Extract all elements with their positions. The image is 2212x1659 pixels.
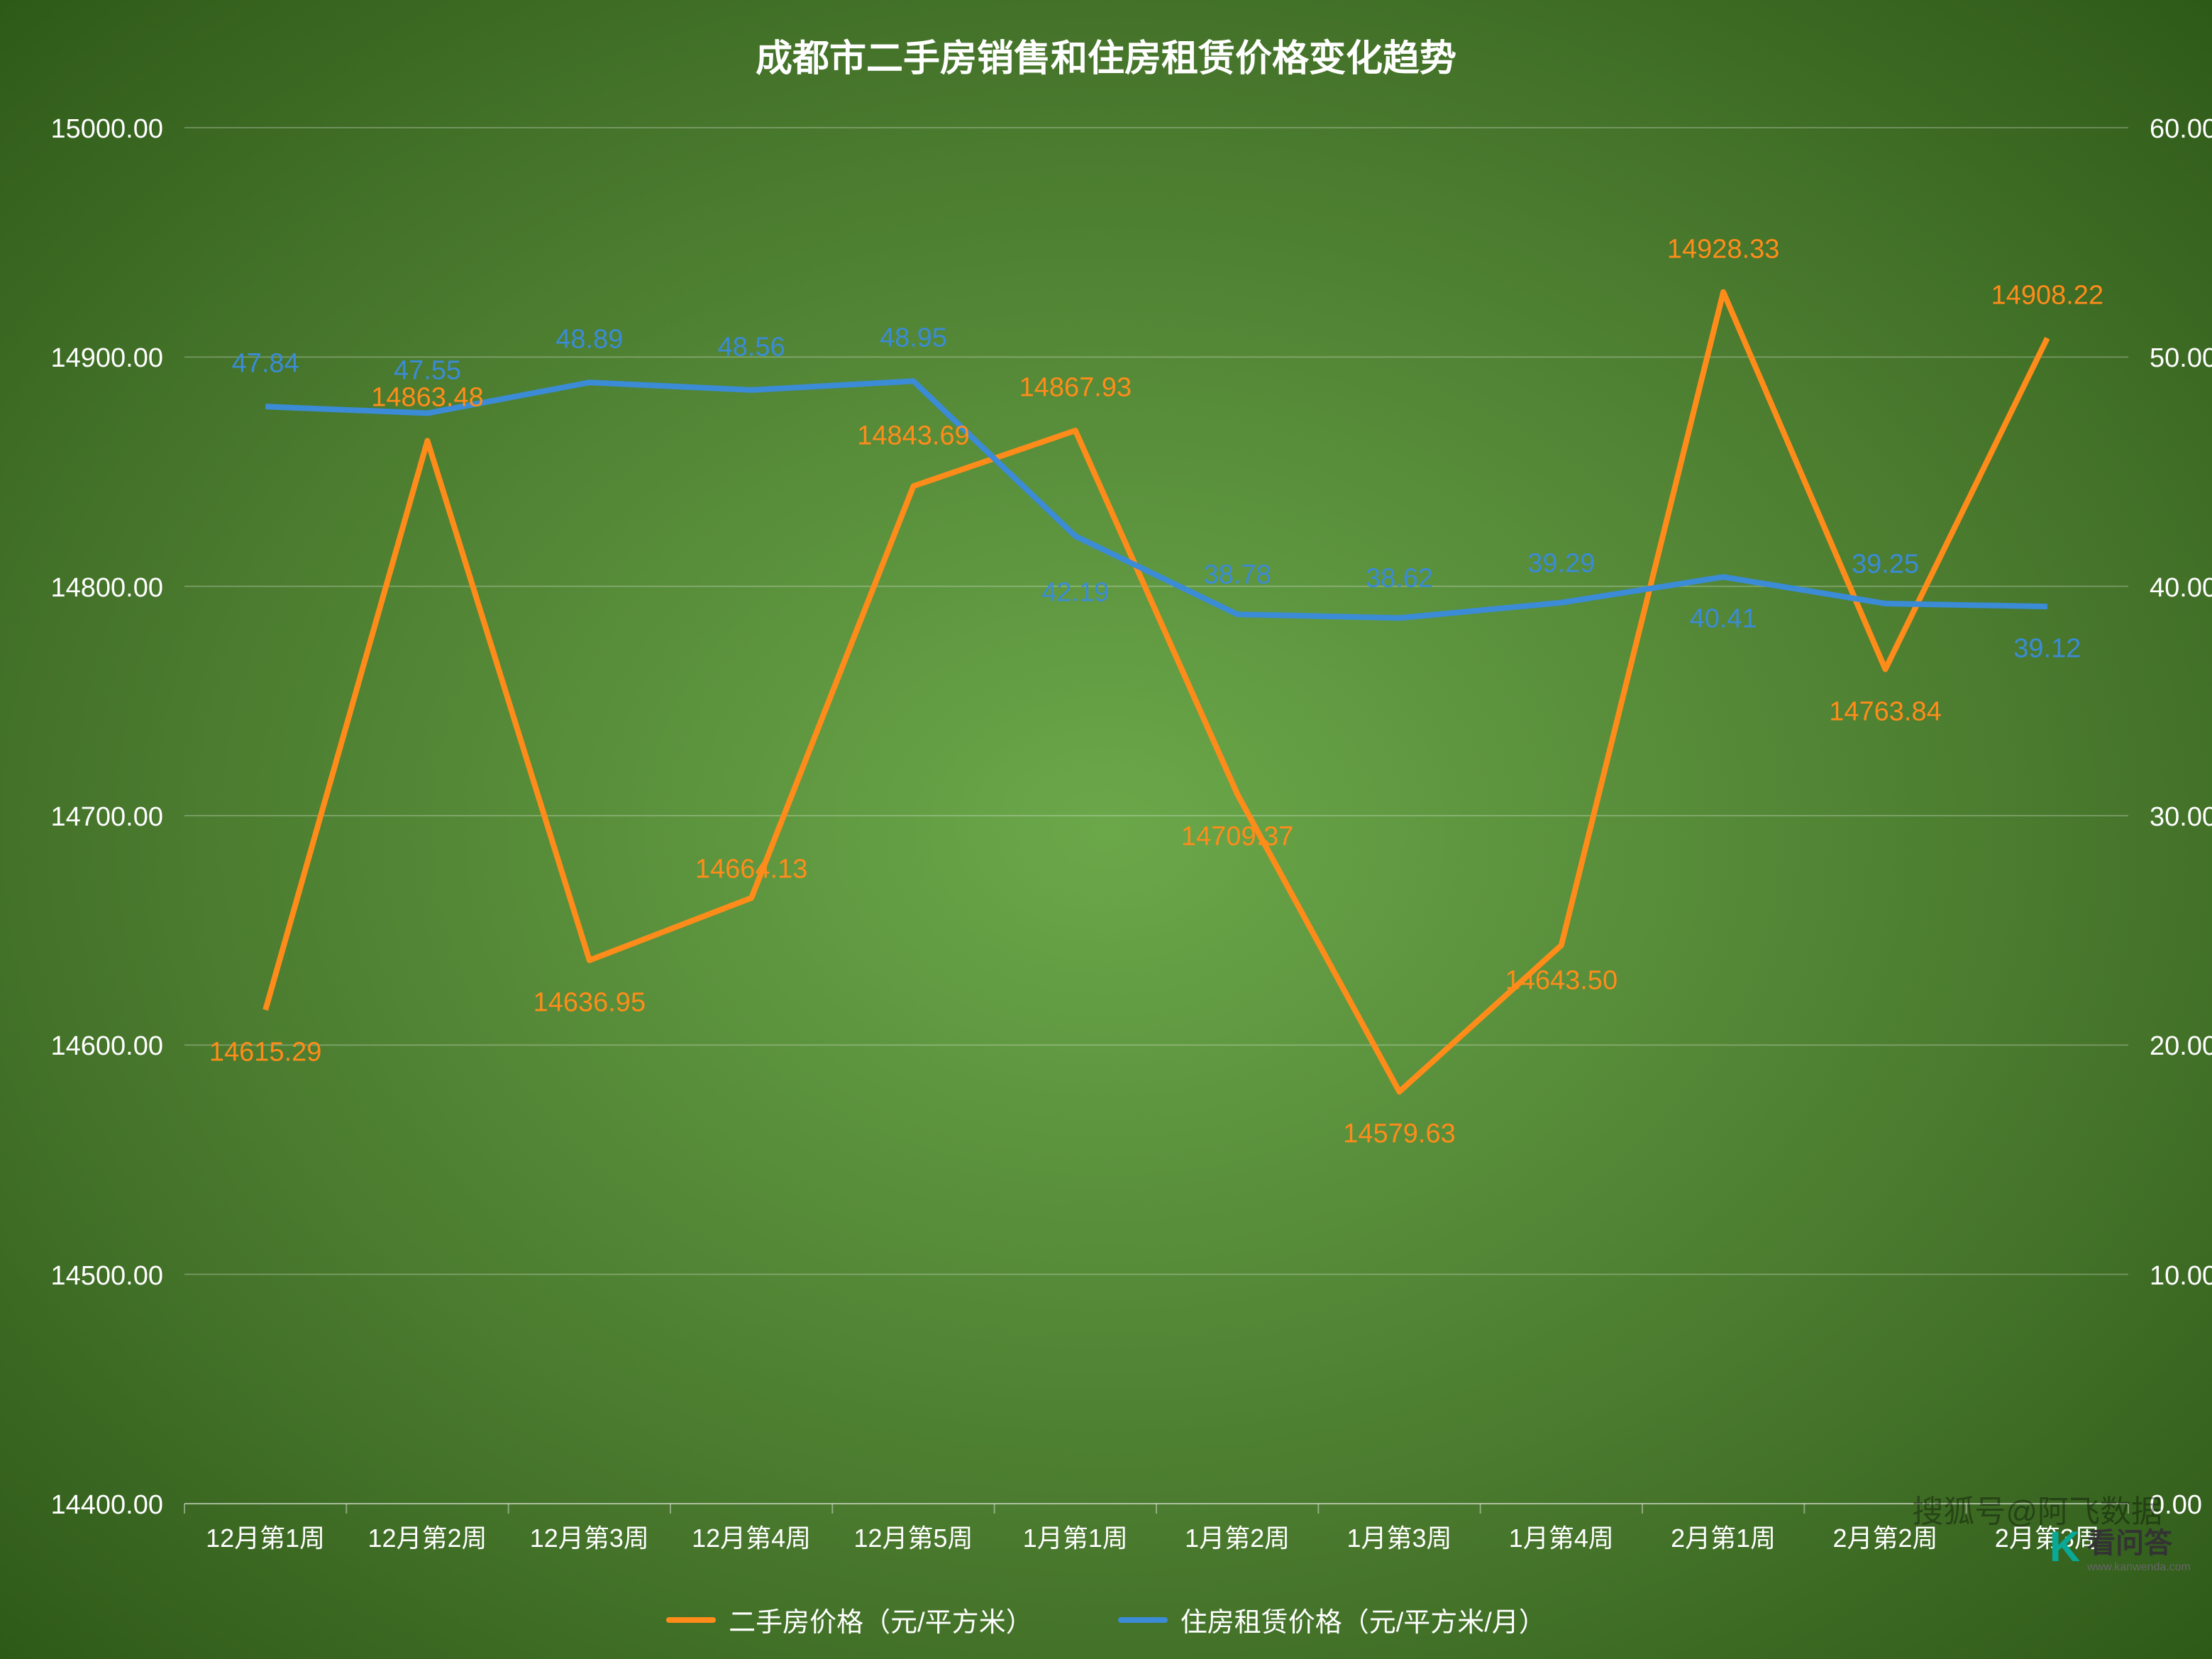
legend-item: 住房租赁价格（元/平方米/月） [1118, 1600, 1546, 1639]
y-left-tick: 14900.00 [51, 343, 164, 374]
logo-brand: 看问答 [2087, 1528, 2172, 1559]
sale-price-label: 14579.63 [1343, 1119, 1456, 1150]
y-right-tick: 20.00 [2150, 1031, 2212, 1062]
y-right-tick: 60.00 [2150, 114, 2212, 145]
y-right-tick: 10.00 [2150, 1261, 2212, 1292]
rent-price-label: 38.62 [1366, 564, 1433, 594]
rent-price-label: 42.19 [1041, 577, 1109, 608]
rent-price-label: 48.95 [880, 323, 947, 354]
logo-sub: www.kanwenda.com [2087, 1561, 2191, 1573]
y-left-tick: 14600.00 [51, 1031, 164, 1062]
x-tick: 1月第3周 [1346, 1518, 1451, 1555]
y-left-tick: 14800.00 [51, 573, 164, 604]
sale-price-label: 14867.93 [1019, 373, 1132, 404]
y-right-tick: 30.00 [2150, 802, 2212, 833]
legend-item: 二手房价格（元/平方米） [666, 1600, 1033, 1639]
y-right-tick: 40.00 [2150, 573, 2212, 604]
sale-price-label: 14615.29 [209, 1037, 322, 1067]
rent-price-label: 47.84 [232, 349, 299, 379]
x-tick: 12月第2周 [367, 1518, 487, 1555]
rent-price-label: 39.12 [2013, 634, 2081, 665]
sale-price-label: 14664.13 [695, 854, 808, 884]
rent-price-label: 48.56 [718, 332, 785, 362]
chart-svg [0, 0, 2212, 1659]
x-tick: 12月第5周 [853, 1518, 973, 1555]
legend-label: 二手房价格（元/平方米） [729, 1600, 1033, 1639]
x-tick: 12月第3周 [530, 1518, 649, 1555]
rent-price-label: 39.29 [1527, 548, 1595, 579]
sale-price-label: 14643.50 [1505, 965, 1618, 996]
rent-price-label: 48.89 [555, 325, 623, 355]
sale-price-label: 14709.37 [1181, 821, 1294, 852]
sale-price-label: 14843.69 [857, 421, 970, 452]
y-left-tick: 14700.00 [51, 802, 164, 833]
rent-price-label: 47.55 [394, 355, 461, 386]
rent-price-label: 40.41 [1690, 604, 1757, 635]
x-tick: 12月第4周 [692, 1518, 811, 1555]
x-tick: 1月第2周 [1185, 1518, 1290, 1555]
sale-price-label: 14863.48 [371, 383, 484, 414]
sale-price-label: 14636.95 [533, 987, 646, 1018]
chart-container: 成都市二手房销售和住房租赁价格变化趋势 14400.0014500.001460… [0, 0, 2212, 1659]
y-left-tick: 14400.00 [51, 1490, 164, 1521]
logo-mark-icon: K [2050, 1526, 2080, 1568]
legend-swatch [666, 1617, 716, 1623]
sale-price-label: 14928.33 [1667, 234, 1780, 265]
rent-price-label: 39.25 [1852, 549, 1919, 579]
x-tick: 12月第1周 [206, 1518, 325, 1555]
logo: K 看问答 www.kanwenda.com [2050, 1520, 2191, 1574]
legend: 二手房价格（元/平方米） 住房租赁价格（元/平方米/月） [0, 1600, 2212, 1639]
x-tick: 2月第1周 [1671, 1518, 1776, 1555]
legend-label: 住房租赁价格（元/平方米/月） [1180, 1600, 1546, 1639]
sale-price-label: 14763.84 [1829, 697, 1942, 727]
y-left-tick: 15000.00 [51, 114, 164, 145]
x-tick: 1月第4周 [1509, 1518, 1614, 1555]
rent-price-label: 38.78 [1204, 560, 1271, 591]
y-right-tick: 50.00 [2150, 343, 2212, 374]
x-tick: 1月第1周 [1023, 1518, 1128, 1555]
sale-price-label: 14908.22 [1991, 280, 2104, 311]
y-left-tick: 14500.00 [51, 1261, 164, 1292]
legend-swatch [1118, 1617, 1168, 1623]
